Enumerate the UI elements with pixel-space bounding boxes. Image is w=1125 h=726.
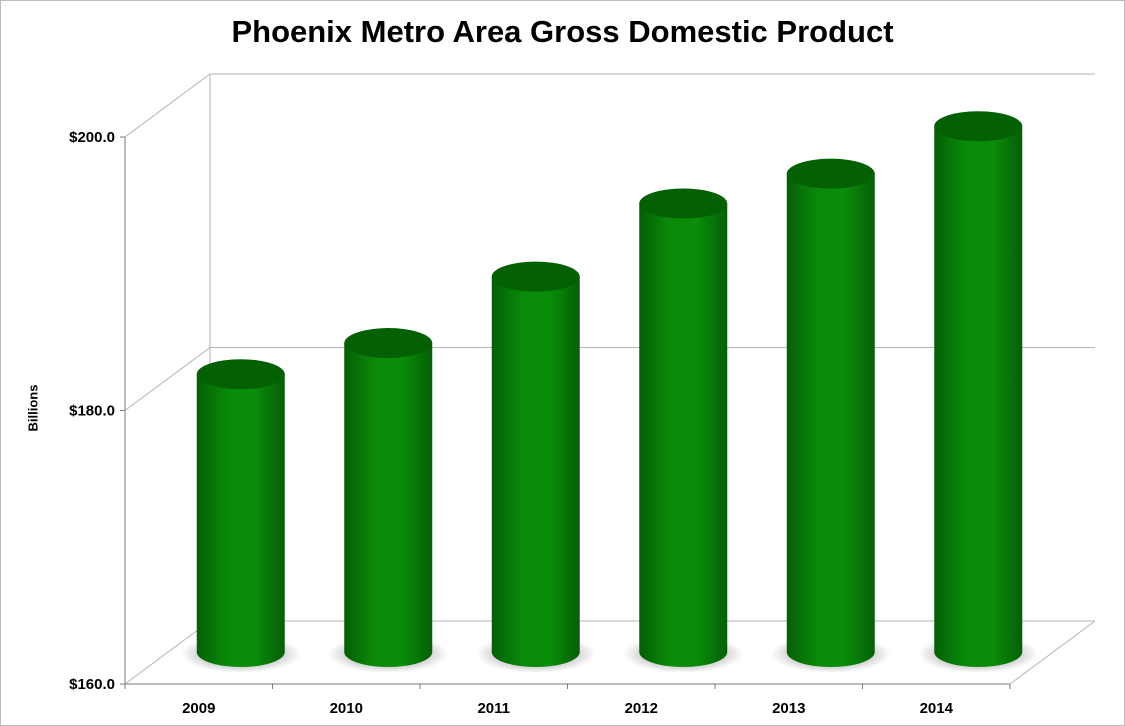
tick-labels: $160.0 $180.0 $200.0 2009 2010 2011 2012 2013 20… bbox=[69, 129, 953, 717]
bar-body bbox=[639, 203, 728, 667]
bar-body bbox=[196, 374, 285, 667]
y-tick-label: $180.0 bbox=[69, 403, 115, 420]
y-tick-label: $200.0 bbox=[69, 129, 115, 146]
bar-2011 bbox=[475, 261, 596, 673]
bars bbox=[180, 111, 1039, 673]
bar-body bbox=[934, 126, 1023, 667]
bar-top bbox=[344, 328, 433, 359]
x-tick-label: 2014 bbox=[920, 700, 954, 717]
gridline-side bbox=[124, 620, 211, 685]
x-tick-label: 2011 bbox=[477, 700, 510, 717]
y-tick-label: $160.0 bbox=[69, 676, 115, 693]
bar-body bbox=[786, 173, 875, 667]
bar-2010 bbox=[328, 328, 449, 673]
bar-top bbox=[934, 111, 1023, 142]
bar-body bbox=[344, 343, 433, 667]
x-tick-label: 2013 bbox=[772, 700, 805, 717]
bar-top bbox=[786, 158, 875, 189]
bar-2012 bbox=[623, 188, 744, 673]
bar-2009 bbox=[180, 359, 301, 673]
bar-body bbox=[491, 276, 580, 667]
x-tick-label: 2012 bbox=[625, 700, 658, 717]
bar-top bbox=[639, 188, 728, 219]
gridline-side bbox=[124, 347, 211, 411]
bar-top bbox=[491, 261, 580, 292]
bar-2013 bbox=[770, 158, 891, 673]
gridline-side bbox=[124, 73, 211, 138]
chart-title: Phoenix Metro Area Gross Domestic Produc… bbox=[231, 14, 894, 49]
bar-top bbox=[196, 359, 285, 390]
bar-2014 bbox=[918, 111, 1039, 673]
x-tick-label: 2009 bbox=[182, 700, 215, 717]
x-tick-label: 2010 bbox=[330, 700, 363, 717]
